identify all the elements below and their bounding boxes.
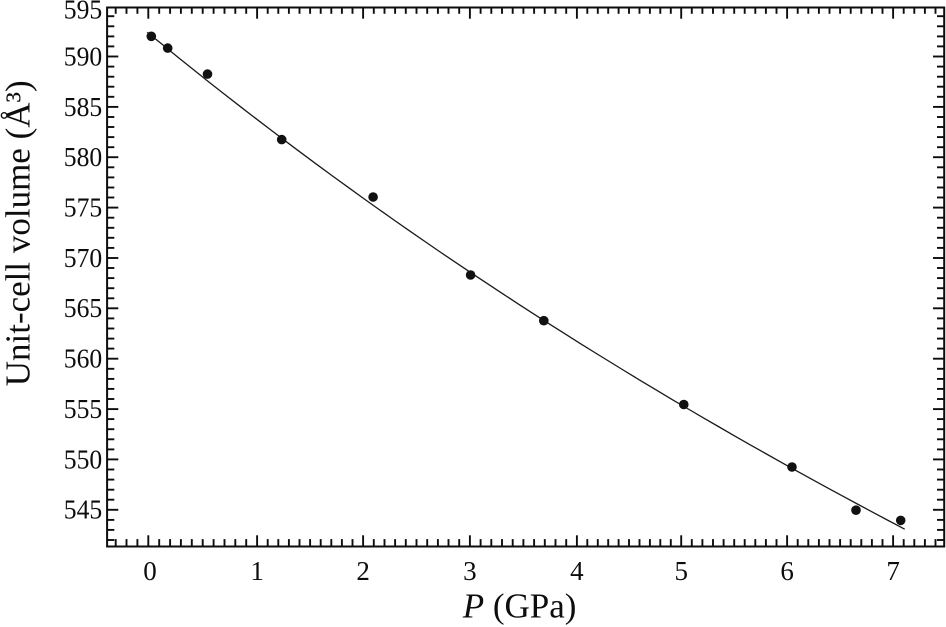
- svg-text:565: 565: [64, 293, 102, 323]
- svg-text:2: 2: [356, 556, 370, 586]
- svg-text:545: 545: [64, 495, 102, 525]
- svg-text:5: 5: [674, 556, 688, 586]
- svg-text:575: 575: [64, 193, 102, 223]
- svg-text:7: 7: [886, 556, 900, 586]
- svg-text:560: 560: [64, 344, 102, 374]
- svg-text:585: 585: [64, 92, 102, 122]
- svg-text:3: 3: [463, 556, 477, 586]
- svg-text:590: 590: [64, 41, 102, 71]
- svg-text:6: 6: [780, 556, 794, 586]
- svg-text:570: 570: [64, 243, 102, 273]
- svg-text:4: 4: [570, 556, 584, 586]
- svg-text:1: 1: [250, 556, 264, 586]
- svg-text:595: 595: [64, 0, 102, 25]
- svg-text:P (GPa): P (GPa): [462, 587, 577, 626]
- svg-text:0: 0: [143, 556, 157, 586]
- svg-text:Unit-cell volume (Å³): Unit-cell volume (Å³): [0, 80, 38, 386]
- svg-text:550: 550: [64, 444, 102, 474]
- svg-text:555: 555: [64, 394, 102, 424]
- svg-text:580: 580: [64, 142, 102, 172]
